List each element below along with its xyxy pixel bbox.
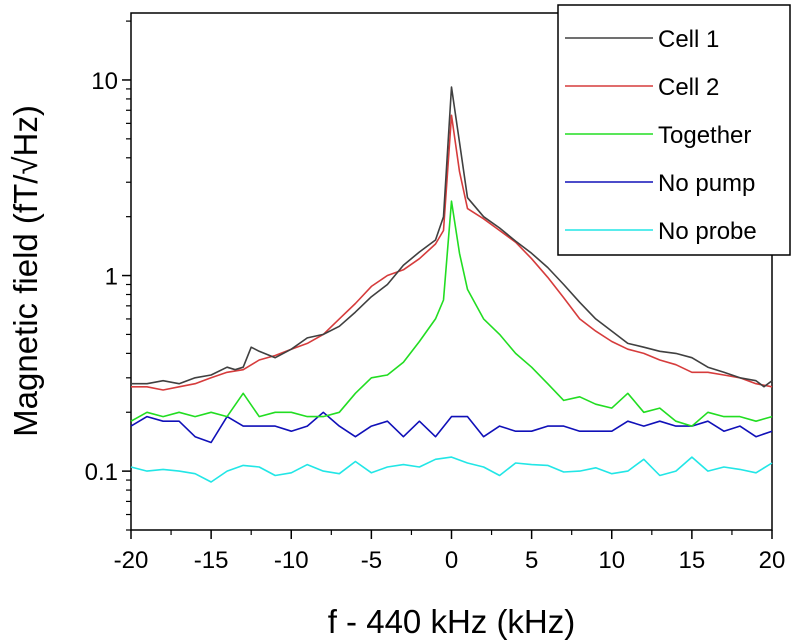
x-tick-label: -15 [194,547,229,574]
series-line-no-pump [130,411,773,444]
x-tick-label: 20 [759,547,786,574]
x-tick-label: 15 [679,547,706,574]
y-tick-label: 10 [91,68,118,95]
legend-label: Cell 1 [658,26,719,53]
legend-label: No pump [658,170,755,197]
x-axis-label: f - 440 kHz (kHz) [328,603,576,640]
legend-box [557,4,791,256]
series-line-cell-1 [131,86,773,388]
x-tick-label: 0 [445,547,458,574]
series-layer [130,86,773,483]
y-axis: 0.1 1 10 [85,20,131,531]
x-tick-label: 5 [525,547,538,574]
series-line-together [130,200,773,427]
x-tick-label: -10 [274,547,309,574]
x-tick-label: -20 [114,547,149,574]
legend-label: Cell 2 [658,74,719,101]
series-line-no-probe [130,456,773,483]
y-tick-label: 1 [105,264,118,291]
x-axis: -20 -15 -10 -5 0 5 10 15 20 [114,530,786,574]
x-tick-label: -5 [361,547,382,574]
y-axis-label: Magnetic field (fT/√Hz) [7,105,44,437]
series-line-cell-2 [131,114,773,391]
legend-label: Together [658,122,751,149]
legend-label: No probe [658,218,757,245]
y-tick-label: 0.1 [85,459,118,486]
legend: Cell 1 Cell 2 Together No pump No probe [557,4,791,256]
x-tick-label: 10 [598,547,625,574]
